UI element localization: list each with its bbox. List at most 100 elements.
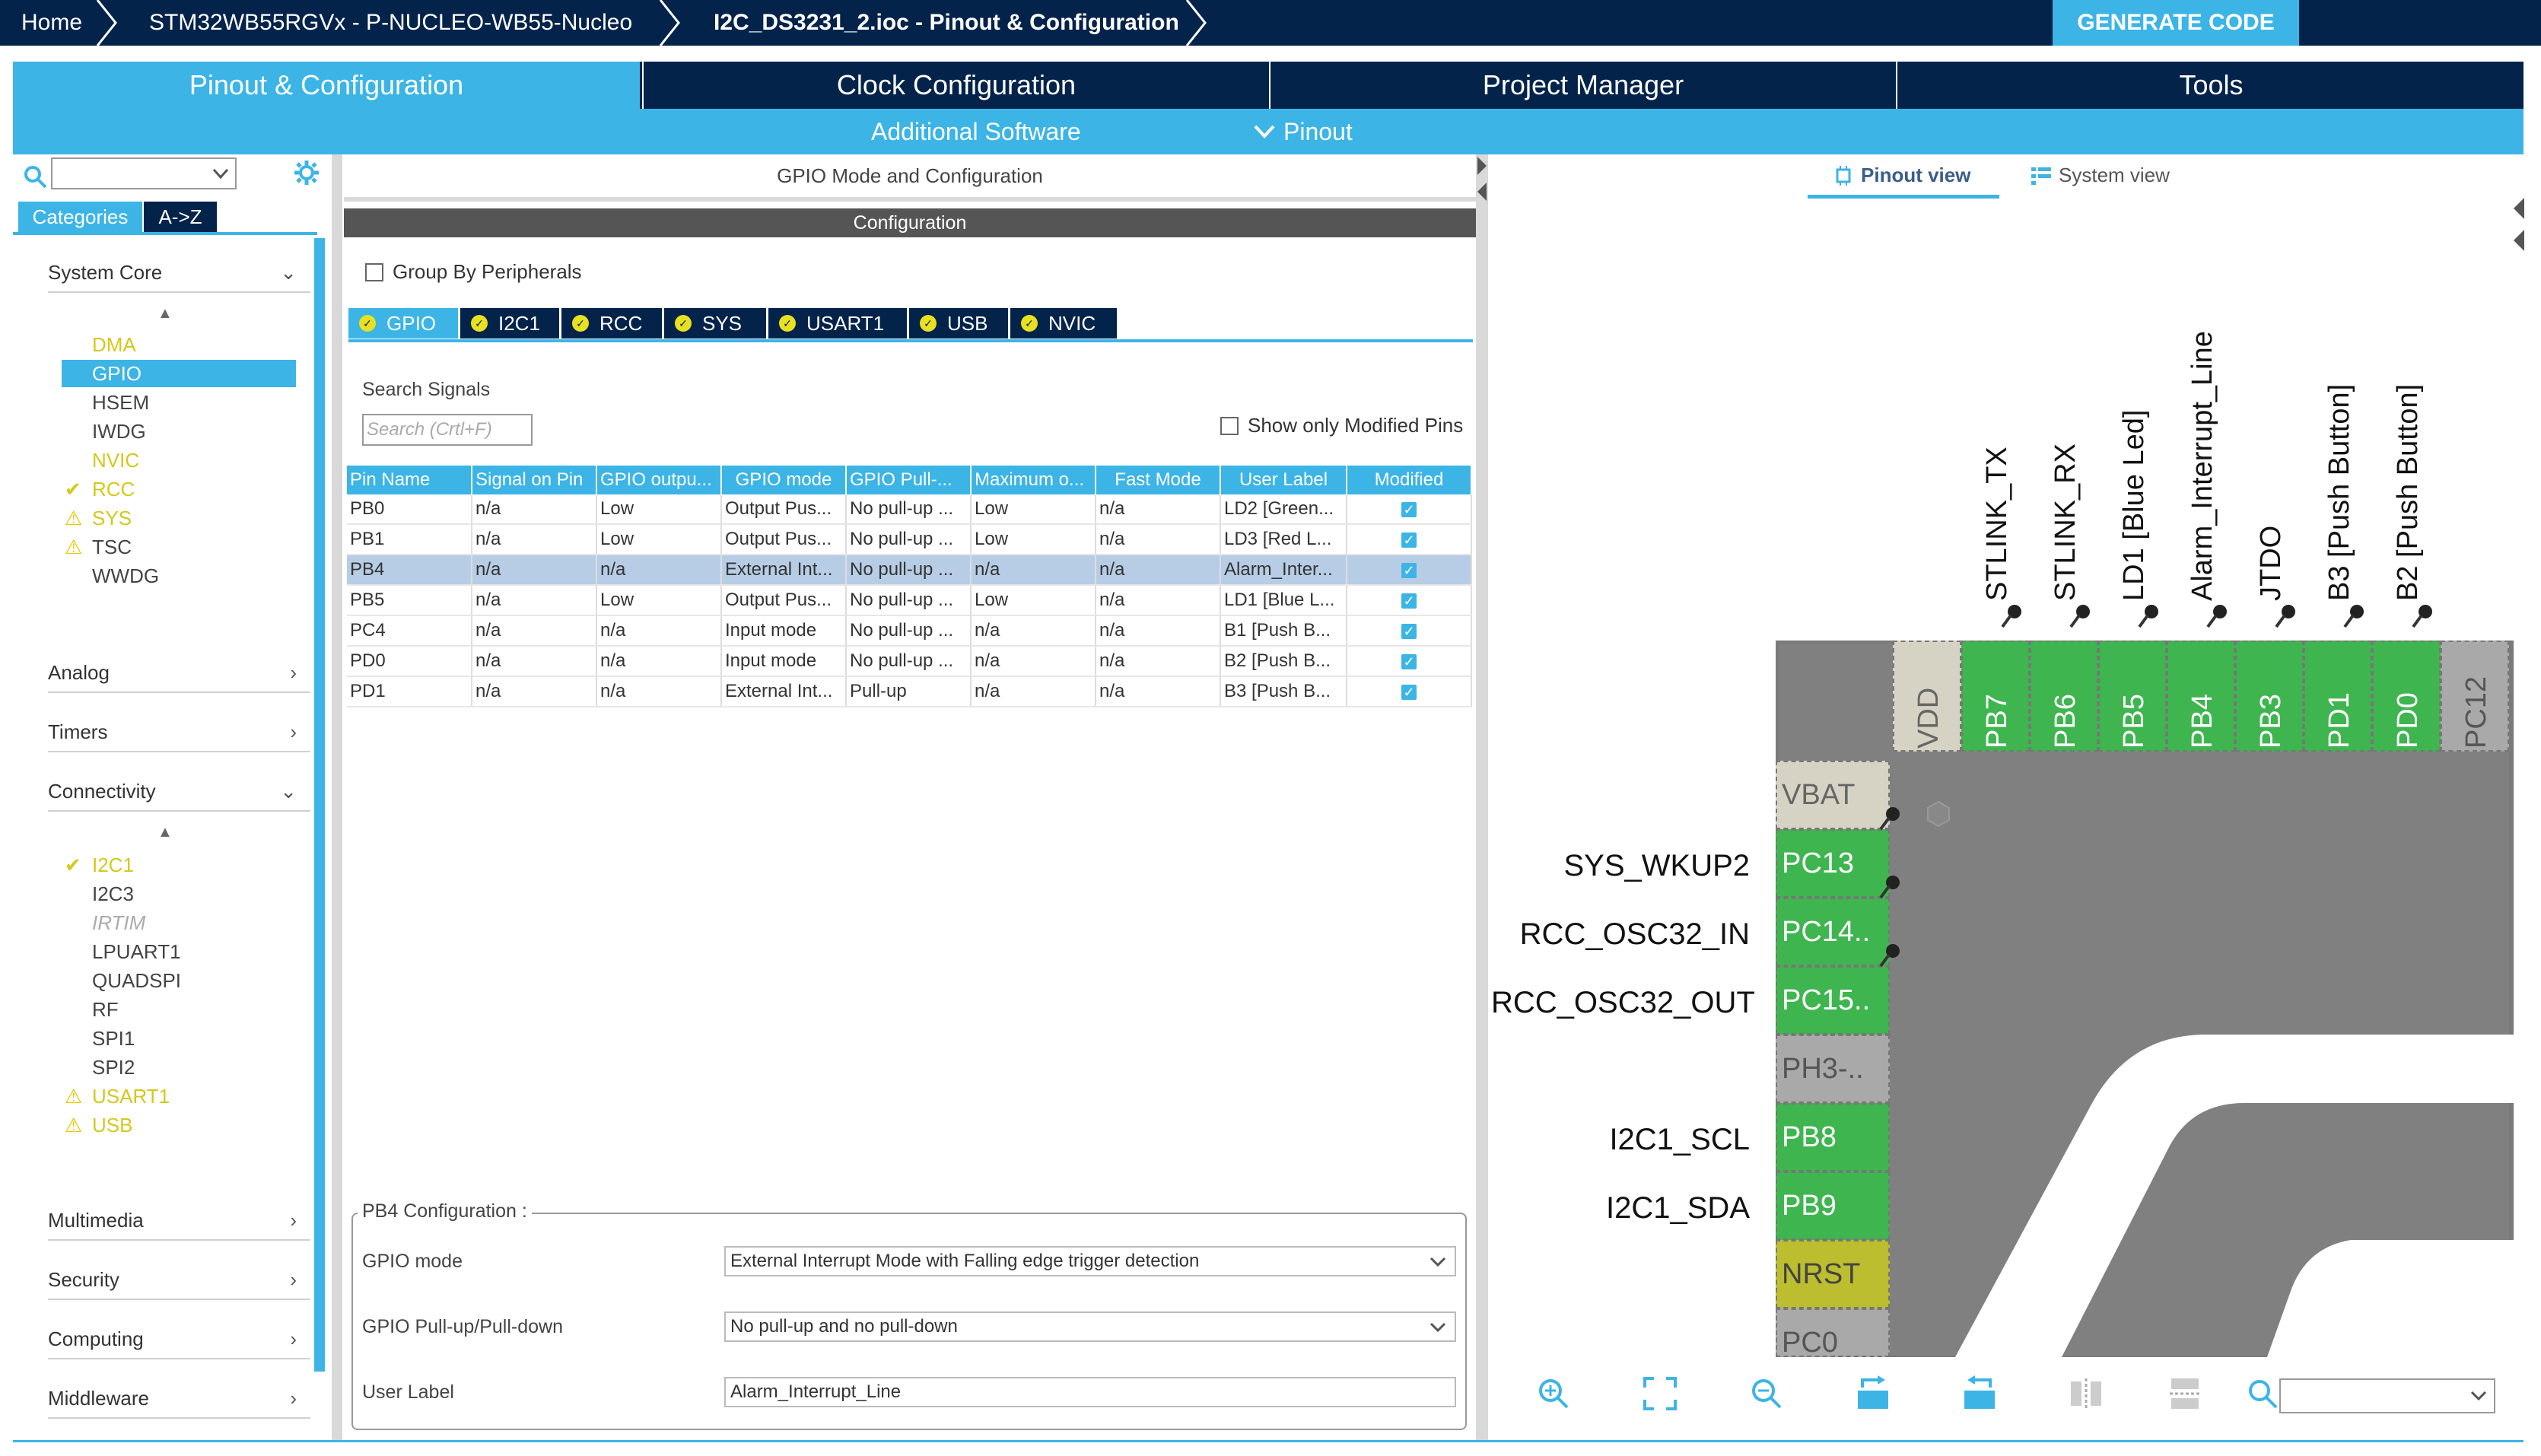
pin-pb4[interactable]: PB4 [2167, 641, 2235, 752]
modified-checkbox[interactable]: ✓ [1401, 685, 1417, 700]
pull-select[interactable]: No pull-up and no pull-down [724, 1311, 1456, 1342]
list-item-usb[interactable]: ⚠ USB [65, 1111, 132, 1139]
modified-cell[interactable]: ✓ [1347, 615, 1472, 647]
list-item-i2c1[interactable]: ✔ I2C1 [65, 851, 134, 879]
table-row[interactable]: PD1 n/a n/a External Int... Pull-up n/a n/a B3 … [347, 676, 1472, 707]
list-item-iwdg[interactable]: IWDG [92, 420, 146, 443]
column-header[interactable]: GPIO mode [721, 466, 847, 494]
pin-search-input[interactable] [2279, 1378, 2495, 1413]
list-item-wwdg[interactable]: WWDG [92, 564, 160, 587]
flip-vertical-icon[interactable] [2167, 1375, 2203, 1412]
tab-rcc[interactable]: ✓ RCC [561, 308, 662, 339]
column-header[interactable]: Maximum o... [971, 466, 1096, 494]
panel-divider[interactable] [1476, 154, 1488, 1440]
pin-pb7[interactable]: PB7 [1961, 641, 2030, 752]
pin-vdd[interactable]: VDD [1893, 641, 1961, 752]
gear-icon[interactable] [293, 159, 320, 186]
tab-gpio[interactable]: ✓ GPIO [348, 308, 458, 339]
list-item-dma[interactable]: DMA [92, 333, 136, 356]
category-search-input[interactable] [51, 157, 237, 189]
fit-to-screen-icon[interactable] [1642, 1375, 1678, 1412]
category-multimedia[interactable]: Multimedia › [48, 1201, 310, 1241]
pin-nrst[interactable]: NRST [1776, 1240, 1890, 1308]
tab-usb[interactable]: ✓ USB [909, 308, 1008, 339]
modified-checkbox[interactable]: ✓ [1401, 624, 1417, 639]
flip-horizontal-icon[interactable] [2068, 1375, 2104, 1412]
category-middleware[interactable]: Middleware › [48, 1379, 310, 1419]
pin-pc0[interactable]: PC0 [1776, 1308, 1890, 1357]
gpio-mode-select[interactable]: External Interrupt Mode with Falling edg… [724, 1246, 1456, 1276]
search-icon[interactable] [22, 164, 48, 189]
generate-code-button[interactable]: GENERATE CODE [2053, 0, 2299, 46]
modified-cell[interactable]: ✓ [1347, 555, 1472, 586]
pin-pc13[interactable]: PC13 [1776, 829, 1890, 898]
tab-nvic[interactable]: ✓ NVIC [1010, 308, 1117, 339]
category-computing[interactable]: Computing › [48, 1320, 310, 1359]
tab-pinout-configuration[interactable]: Pinout & Configuration [13, 62, 640, 109]
column-header[interactable]: Pin Name [347, 466, 472, 494]
rotate-right-icon[interactable] [1855, 1375, 1891, 1412]
sort-icon[interactable]: ▲ [157, 824, 173, 841]
pin-pb5[interactable]: PB5 [2098, 641, 2167, 752]
modified-cell[interactable]: ✓ [1347, 676, 1472, 707]
collapse-handle-icon[interactable] [2511, 198, 2524, 251]
modified-cell[interactable]: ✓ [1347, 585, 1472, 616]
list-item-rcc[interactable]: ✔ RCC [65, 475, 135, 503]
table-row[interactable]: PB4 n/a n/a External Int... No pull-up ... n/… [347, 555, 1472, 586]
pin-pc15[interactable]: PC15.. [1776, 966, 1890, 1035]
list-item-lpuart1[interactable]: LPUART1 [92, 940, 181, 963]
tab-system-view[interactable]: System view [2028, 160, 2211, 195]
user-label-input[interactable]: Alarm_Interrupt_Line [724, 1377, 1456, 1407]
panel-divider[interactable] [332, 154, 342, 1440]
tab-project-manager[interactable]: Project Manager [1269, 62, 1896, 109]
list-item-hsem[interactable]: HSEM [92, 391, 150, 414]
show-modified-checkbox[interactable] [1220, 417, 1239, 435]
zoom-out-icon[interactable] [1748, 1375, 1785, 1412]
table-row[interactable]: PC4 n/a n/a Input mode No pull-up ... n/a n/a B… [347, 615, 1472, 647]
rotate-left-icon[interactable] [1961, 1375, 1998, 1412]
tab-usart1[interactable]: ✓ USART1 [768, 308, 907, 339]
column-header[interactable]: Signal on Pin [472, 466, 597, 494]
list-item-rf[interactable]: RF [92, 998, 119, 1021]
column-header[interactable]: Fast Mode [1096, 466, 1221, 494]
scrollbar[interactable] [314, 238, 325, 1372]
tab-i2c1[interactable]: ✓ I2C1 [460, 308, 559, 339]
tab-tools[interactable]: Tools [1896, 62, 2525, 109]
list-item-sys[interactable]: ⚠ SYS [65, 504, 132, 532]
list-item-nvic[interactable]: NVIC [92, 449, 140, 472]
tab-clock-configuration[interactable]: Clock Configuration [642, 62, 1269, 109]
breadcrumb-board[interactable]: STM32WB55RGVx - P-NUCLEO-WB55-Nucleo [149, 10, 633, 35]
additional-software-menu[interactable]: Additional Software [871, 118, 1081, 145]
table-row[interactable]: PB0 n/a Low Output Pus... No pull-up ... Low n… [347, 494, 1472, 525]
modified-cell[interactable]: ✓ [1347, 524, 1472, 555]
category-connectivity[interactable]: Connectivity ⌄ [48, 772, 310, 812]
column-header[interactable]: GPIO Pull-... [846, 466, 972, 494]
pin-vbat[interactable]: VBAT [1776, 761, 1890, 829]
modified-checkbox[interactable]: ✓ [1401, 593, 1417, 609]
tab-sys[interactable]: ✓ SYS [664, 308, 766, 339]
list-item-quadspi[interactable]: QUADSPI [92, 969, 182, 992]
table-row[interactable]: PD0 n/a n/a Input mode No pull-up ... n/a n/a B… [347, 646, 1472, 677]
category-system-core[interactable]: System Core ⌄ [48, 253, 310, 293]
list-item-usart1[interactable]: ⚠ USART1 [65, 1082, 170, 1110]
collapse-handle-icon[interactable] [1477, 157, 1487, 202]
list-item-i2c3[interactable]: I2C3 [92, 882, 134, 905]
column-header[interactable]: Modified [1347, 466, 1472, 494]
list-item-tsc[interactable]: ⚠ TSC [65, 533, 132, 561]
pin-pb3[interactable]: PB3 [2235, 641, 2304, 752]
pin-pd1[interactable]: PD1 [2304, 641, 2372, 752]
breadcrumb-home[interactable]: Home [21, 10, 83, 35]
modified-checkbox[interactable]: ✓ [1401, 502, 1417, 517]
modified-checkbox[interactable]: ✓ [1401, 563, 1417, 578]
pin-ph3[interactable]: PH3-.. [1776, 1035, 1890, 1103]
search-signals-input[interactable]: Search (Crtl+F) [362, 414, 533, 446]
modified-checkbox[interactable]: ✓ [1401, 654, 1417, 669]
breadcrumb-file[interactable]: I2C_DS3231_2.ioc - Pinout & Configuratio… [714, 10, 1179, 35]
pinout-menu[interactable]: Pinout [1283, 118, 1353, 145]
list-item-gpio[interactable]: GPIO [62, 360, 296, 387]
table-row[interactable]: PB1 n/a Low Output Pus... No pull-up ... Low n… [347, 524, 1472, 555]
table-row[interactable]: PB5 n/a Low Output Pus... No pull-up ... Low n… [347, 585, 1472, 616]
sort-icon[interactable]: ▲ [157, 305, 173, 322]
category-security[interactable]: Security › [48, 1260, 310, 1300]
pin-pb6[interactable]: PB6 [2030, 641, 2098, 752]
